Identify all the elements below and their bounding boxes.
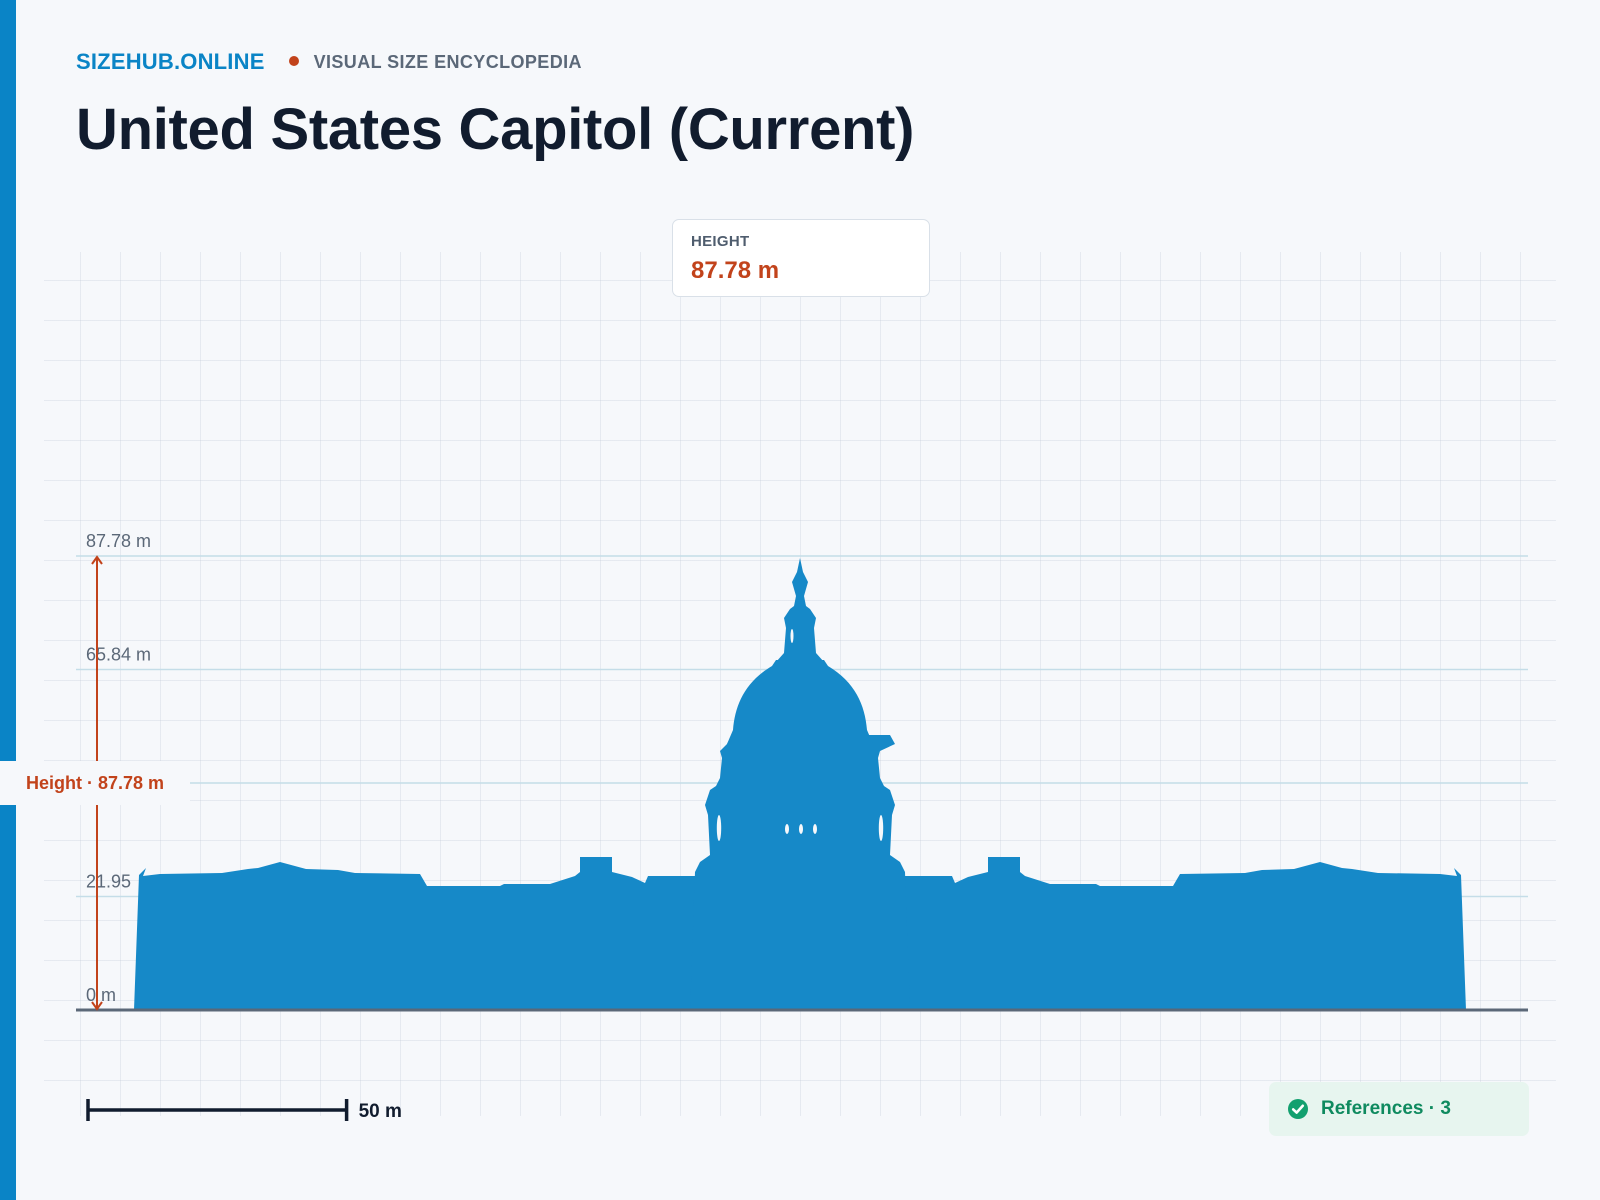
dome-windows [716,629,884,841]
y-tick-label: 0 m [86,985,116,1005]
check-circle-icon [1288,1099,1308,1119]
west-wing-shape [134,857,700,1010]
capitol-drum-shape [690,735,910,1010]
height-card: HEIGHT 87.78 m [672,219,930,297]
height-marker-label: Height · 87.78 m [0,761,191,805]
brand-link[interactable]: SIZEHUB.ONLINE [76,49,265,74]
brand-row: SIZEHUB.ONLINE VISUAL SIZE ENCYCLOPEDIA [76,47,582,77]
arrow-down-icon [91,1001,103,1011]
east-wing-shape [900,857,1466,1010]
capitol-cupola-shape [776,558,824,662]
scale-bar-label: 50 m [359,1101,402,1122]
y-tick-label: 87.78 m [86,531,151,551]
brand-accent-bar [0,0,16,1200]
arrow-up-icon [91,555,103,565]
height-card-label: HEIGHT [691,233,750,250]
page-title: United States Capitol (Current) [76,97,915,162]
brand-tagline: VISUAL SIZE ENCYCLOPEDIA [313,51,582,72]
capitol-dome-shape [727,660,873,744]
references-button[interactable]: References · 3 [1269,1082,1529,1136]
scale-bar: 50 m [86,1099,402,1122]
references-label: References · 3 [1321,1098,1451,1119]
y-tick-label: 21.95 [86,871,131,891]
capitol-silhouette [134,558,1466,1010]
height-card-value: 87.78 m [691,257,780,284]
separator-dot-icon [288,56,299,66]
y-tick-label: 65.84 m [86,644,151,664]
